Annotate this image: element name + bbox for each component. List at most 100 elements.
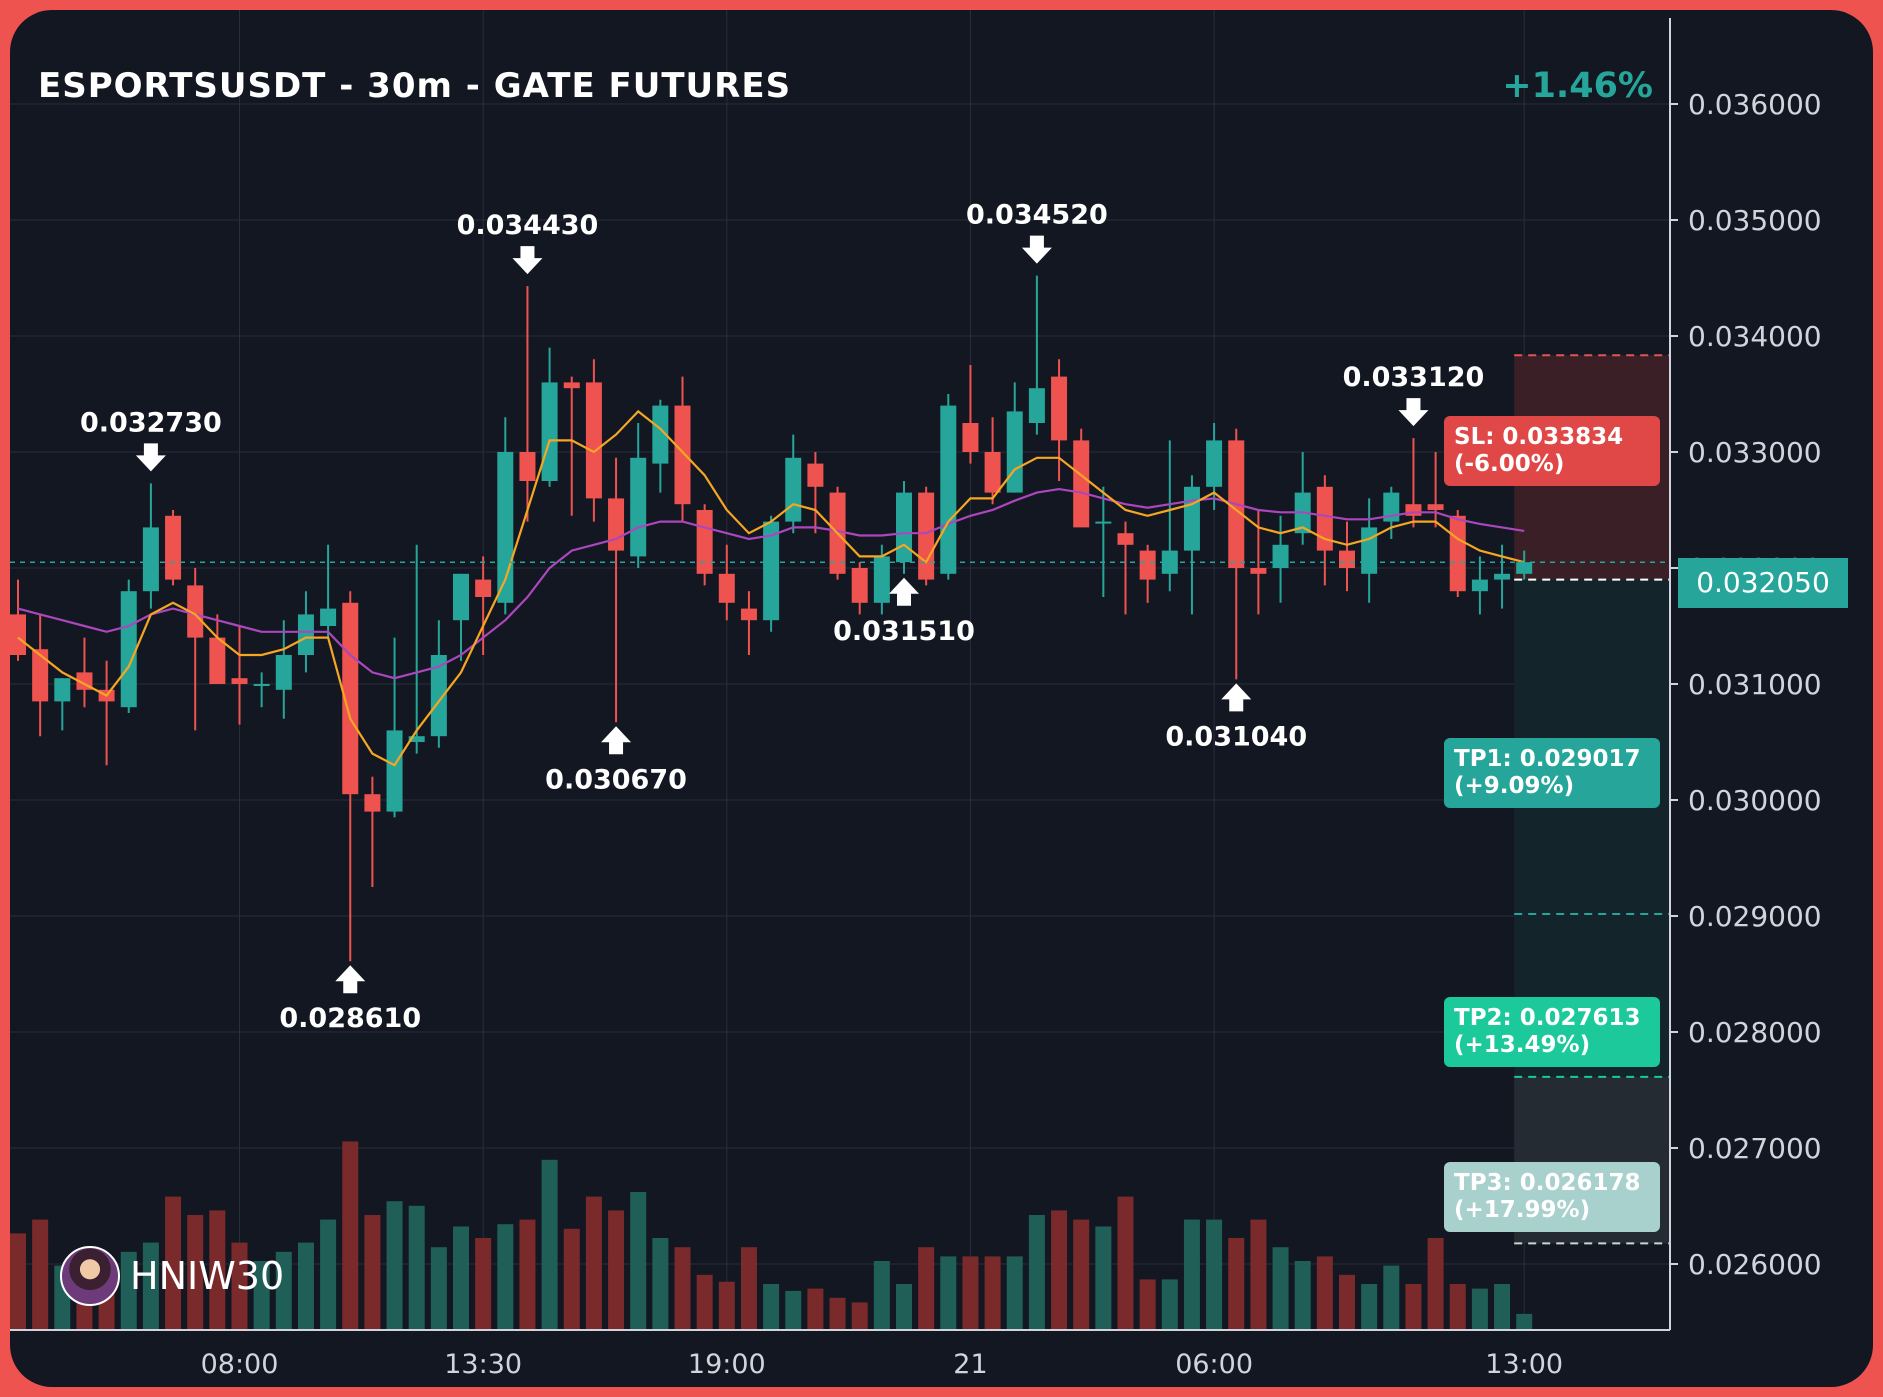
volume-bar [253,1261,270,1330]
candle-body [1028,388,1045,423]
swing-low-label: 0.031510 [833,616,975,647]
down-arrow-icon [1398,398,1429,427]
y-tick-label: 0.030000 [1688,784,1822,817]
volume-bar [475,1238,492,1330]
volume-bar [430,1247,447,1330]
x-tick-label: 21 [953,1349,987,1380]
x-tick-label: 19:00 [688,1349,766,1380]
candle-body [763,521,780,621]
volume-bar [1051,1210,1068,1330]
price-change: +1.46% [1502,66,1653,106]
volume-bar [1427,1238,1444,1330]
chart-frame: 0.026000 0.027000 0.028000 0.029000 0.030000… [10,10,1873,1387]
candle-body [475,579,492,597]
candle-body [1139,550,1156,580]
candle-body [984,452,1001,493]
volume-bar [740,1247,757,1330]
volume-bar [696,1274,713,1330]
y-tick-label: 0.035000 [1688,204,1822,237]
volume-bar [652,1238,669,1330]
volume-bar [1183,1219,1200,1330]
up-arrow-icon [601,726,632,755]
swing-low-label: 0.031040 [1165,721,1307,752]
volume-bar [386,1201,403,1330]
volume-bar [807,1288,824,1330]
candle-body [32,649,49,702]
candle-body [165,515,182,580]
up-arrow-icon [889,577,919,606]
current-price-tag: 0.032050 [1678,558,1848,608]
candle-body [1161,550,1178,574]
volume-bar [962,1256,979,1330]
volume-bar [187,1215,204,1330]
volume-bar [297,1242,314,1330]
volume-bar [1339,1274,1355,1330]
volume-bar [918,1247,935,1330]
candle-body [563,382,580,389]
candle-body [851,568,868,603]
volume-bar [851,1302,868,1330]
x-tick-label: 06:00 [1175,1349,1253,1380]
volume-bar [630,1192,647,1330]
candle-body [1339,550,1355,568]
candle-body [275,655,292,690]
candle-body [1316,486,1333,551]
candle-body [54,678,71,702]
candle-body [696,510,713,574]
candle-body [652,405,669,464]
candle-body [120,591,137,708]
candle-body [1051,376,1068,441]
up-arrow-icon [1221,683,1252,712]
candle-body [1272,544,1289,568]
candle-body [320,608,337,626]
volume-bar [1095,1226,1112,1330]
volume-bar [1228,1238,1245,1330]
candle-body [187,585,204,638]
candle-body [718,573,735,603]
tp2-label: TP2: 0.027613 (+13.49%) [1444,997,1660,1068]
candle-body [1449,515,1466,592]
volume-bar [497,1224,514,1330]
candle-body [807,463,824,487]
volume-bar [1139,1279,1156,1330]
candle-body [1405,504,1422,516]
y-tick-label: 0.036000 [1688,88,1822,121]
volume-bar [165,1196,182,1330]
volume-bar [785,1290,802,1330]
volume-bar [1316,1256,1333,1330]
volume-bar [1516,1313,1533,1330]
sl-label-percent: (-6.00%) [1454,451,1565,478]
price-chart[interactable]: 0.026000 0.027000 0.028000 0.029000 0.030000… [10,10,1873,1387]
tp2-label-price: TP2: 0.027613 [1454,1005,1641,1032]
volume-bar [763,1284,780,1330]
candle-body [1206,440,1223,487]
candle-body [896,492,912,563]
volume-bar [519,1219,536,1330]
x-tick-label: 08:00 [201,1349,279,1380]
volume-bar [563,1228,580,1330]
volume-bar [674,1247,691,1330]
tp1-label-percent: (+9.09%) [1454,772,1575,799]
x-tick-label: 13:00 [1485,1349,1563,1380]
candle-body [297,614,314,655]
volume-bar [608,1210,625,1330]
volume-bar [873,1261,890,1330]
volume-bar [718,1281,735,1330]
candle-body [1427,504,1444,510]
profit-zone [1514,579,1670,1077]
y-tick-label: 0.033000 [1688,436,1822,469]
candle-body [10,614,26,655]
tp3-label: TP3: 0.026178 (+17.99%) [1444,1162,1660,1233]
candle-body [1494,573,1511,580]
down-arrow-icon [1021,235,1052,264]
x-tick-label: 13:30 [444,1349,522,1380]
volume-bar [1117,1196,1134,1330]
volume-bar [10,1233,26,1330]
swing-high-label: 0.032730 [80,407,222,438]
candle-body [1006,411,1023,493]
candle-body [1250,568,1267,574]
candle-body [1073,440,1090,528]
volume-bar [1383,1265,1400,1330]
tp3-label-percent: (+17.99%) [1454,1197,1591,1224]
swing-low-label: 0.028610 [279,1003,421,1034]
